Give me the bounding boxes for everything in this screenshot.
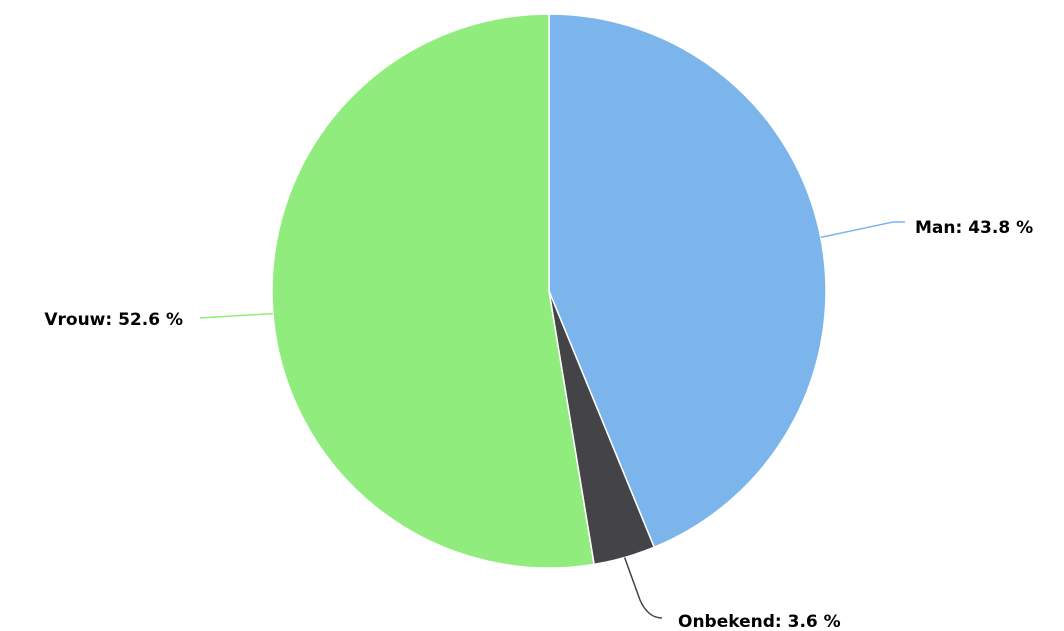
pie-slice: [271, 13, 595, 569]
data-label: Vrouw: 52.6 %: [44, 310, 183, 330]
connector: [199, 312, 273, 319]
data-label: Man: 43.8 %: [915, 218, 1033, 238]
data-label: Onbekend: 3.6 %: [678, 612, 841, 631]
pie-slice: [548, 13, 827, 549]
connector: [820, 221, 905, 239]
connector: [623, 557, 663, 619]
